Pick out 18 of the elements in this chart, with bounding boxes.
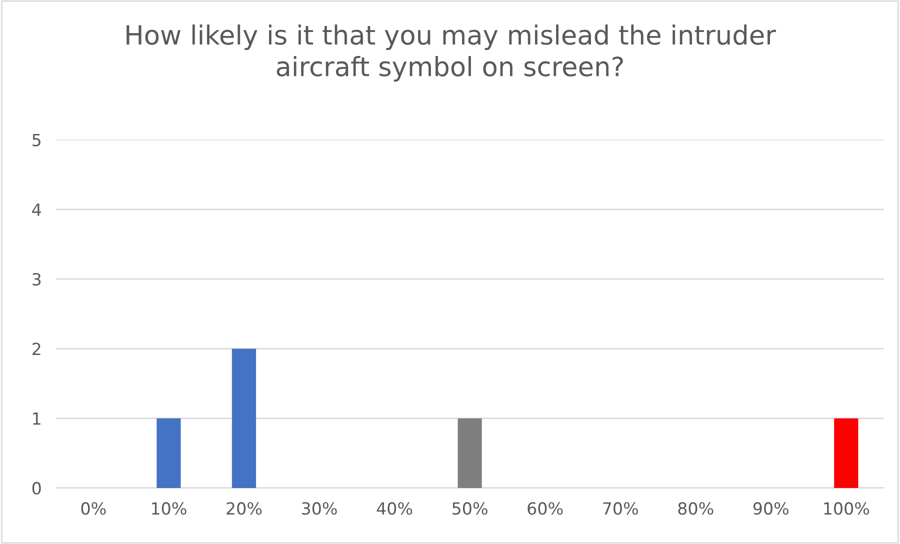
x-tick-label: 50%	[452, 502, 488, 515]
x-tick-label: 90%	[753, 502, 788, 515]
y-tick-label: 5	[32, 134, 40, 146]
y-tick-label: 0	[32, 482, 41, 495]
x-tick-label: 20%	[226, 502, 262, 515]
x-tick-label: 70%	[603, 502, 638, 515]
chart-title: How likely is it that you may mislead the intruder aircraft symbol on screen?	[126, 24, 776, 82]
x-tick-label: 0%	[81, 502, 106, 515]
y-tick-label: 4	[32, 204, 41, 216]
x-tick-label: 60%	[528, 502, 563, 515]
x-tick-label: 100%	[824, 502, 870, 515]
x-tick-label: 30%	[302, 502, 337, 515]
y-tick-label: 2	[32, 342, 40, 356]
y-tick-label: 1	[33, 412, 40, 425]
x-tick-label: 40%	[376, 502, 412, 515]
x-tick-label: 80%	[678, 502, 714, 515]
y-tick-label: 3	[32, 273, 41, 286]
x-tick-label: 10%	[152, 502, 186, 515]
